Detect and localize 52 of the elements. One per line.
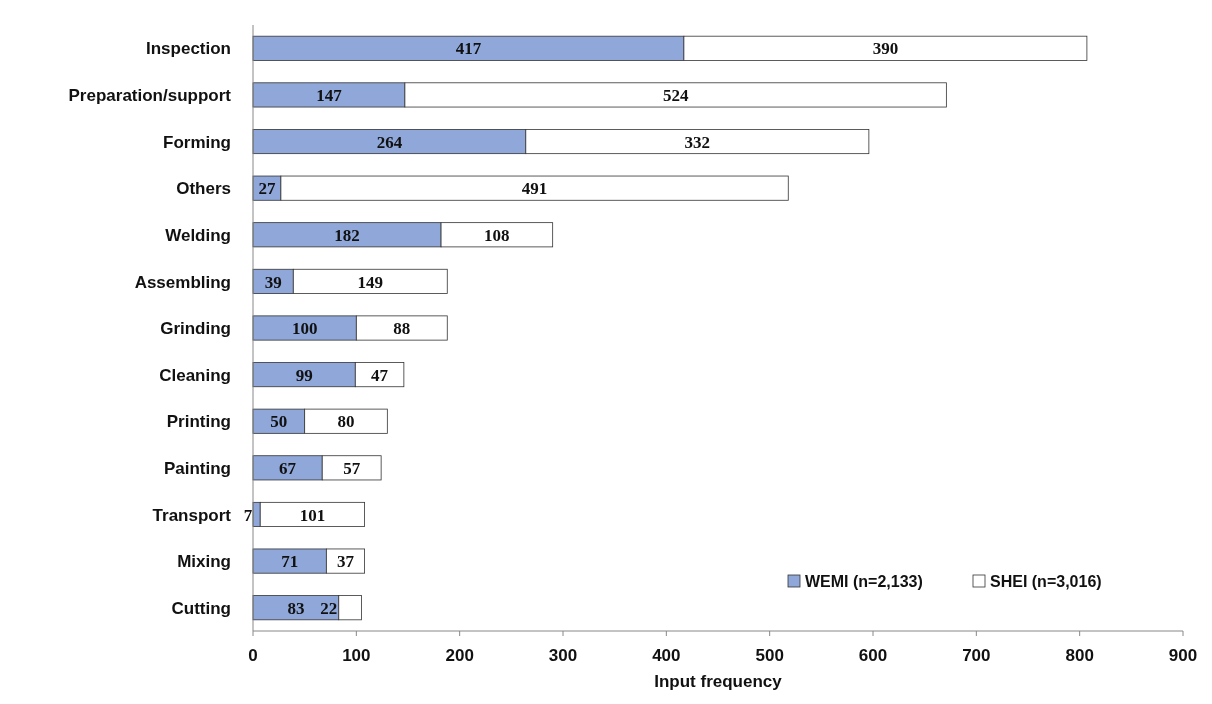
data-label: 101 xyxy=(299,505,326,525)
data-label: 108 xyxy=(484,225,510,245)
x-tick-label: 800 xyxy=(1065,646,1094,665)
data-label: 39 xyxy=(264,272,282,292)
legend-label: SHEI (n=3,016) xyxy=(990,572,1102,590)
x-tick-label: 200 xyxy=(445,646,474,665)
data-label: 57 xyxy=(343,458,361,478)
y-tick-label: Preparation/support xyxy=(68,86,232,106)
data-label: 88 xyxy=(393,319,411,339)
y-tick-label: Printing xyxy=(166,412,231,432)
y-tick-label: Transport xyxy=(152,505,232,525)
data-label: 22 xyxy=(320,598,338,618)
y-tick-label: Welding xyxy=(165,225,231,245)
y-tick-label: Forming xyxy=(163,132,231,152)
data-label: 50 xyxy=(270,412,288,432)
y-tick-label: Assembling xyxy=(134,272,231,292)
x-tick-label: 900 xyxy=(1168,646,1198,665)
data-label: 264 xyxy=(376,132,403,152)
y-tick-label: Others xyxy=(176,179,231,199)
data-label: 491 xyxy=(521,179,548,199)
x-tick-label: 400 xyxy=(652,646,681,665)
data-label: 147 xyxy=(316,86,343,106)
y-tick-label: Painting xyxy=(163,458,231,478)
data-label: 37 xyxy=(336,552,355,572)
data-label: 417 xyxy=(455,39,482,59)
y-tick-label: Cutting xyxy=(171,598,231,618)
y-tick-label: Grinding xyxy=(160,319,231,339)
data-label: 332 xyxy=(684,132,711,152)
x-tick-label: 500 xyxy=(755,646,784,665)
x-axis-title: Input frequency xyxy=(654,672,783,691)
x-tick-label: 600 xyxy=(858,646,888,665)
data-label: 100 xyxy=(291,319,318,339)
x-tick-label: 700 xyxy=(962,646,991,665)
data-label: 524 xyxy=(662,86,689,106)
data-label: 390 xyxy=(872,39,899,59)
data-label: 99 xyxy=(295,365,313,385)
x-tick-label: 300 xyxy=(548,646,578,665)
y-tick-label: Mixing xyxy=(177,552,231,572)
data-label: 71 xyxy=(281,552,299,572)
x-tick-label: 100 xyxy=(342,646,371,665)
data-label: 47 xyxy=(371,365,389,385)
x-tick-label: 0 xyxy=(248,646,258,665)
data-label: 27 xyxy=(258,179,276,199)
data-label: 149 xyxy=(357,272,384,292)
data-label: 80 xyxy=(337,412,355,432)
data-label: 7 xyxy=(243,505,253,525)
data-label: 182 xyxy=(334,225,360,245)
data-label: 67 xyxy=(279,458,297,478)
y-tick-label: Cleaning xyxy=(159,365,231,385)
data-label: 83 xyxy=(287,598,305,618)
y-tick-label: Inspection xyxy=(145,39,231,59)
legend-label: WEMI (n=2,133) xyxy=(805,572,923,590)
